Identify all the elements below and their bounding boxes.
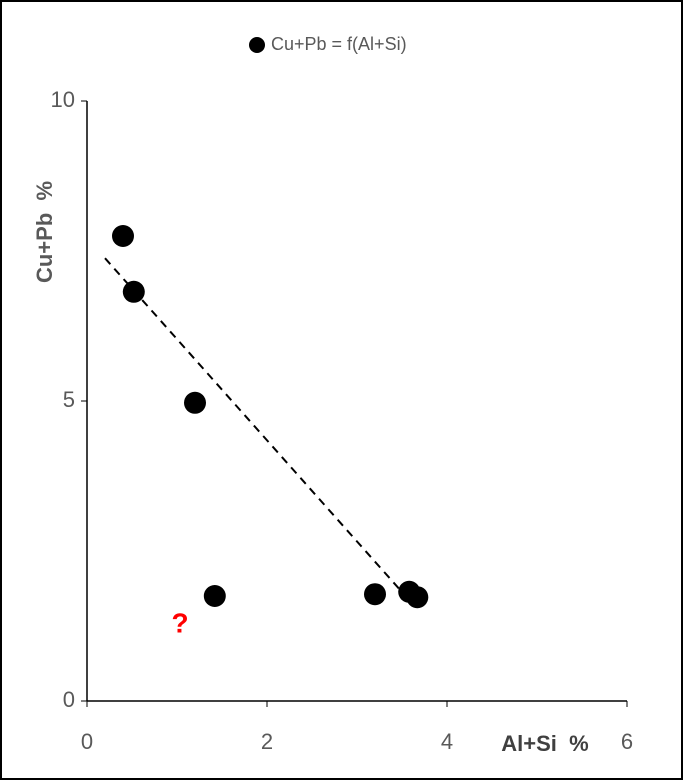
- legend-label: Cu+Pb = f(Al+Si): [271, 34, 407, 54]
- x-tick-label: 4: [441, 729, 453, 754]
- point: [364, 583, 386, 606]
- legend-marker: [249, 37, 265, 53]
- y-tick-label: 5: [63, 387, 75, 412]
- point: [184, 391, 206, 414]
- x-tick-label: 2: [261, 729, 273, 754]
- point: [112, 225, 134, 247]
- y-tick-label: 10: [51, 87, 75, 112]
- point: [122, 280, 145, 303]
- point: [406, 586, 429, 609]
- x-axis-title: Al+Si %: [501, 731, 588, 756]
- y-tick-label: 0: [63, 687, 75, 712]
- x-tick-label: 0: [81, 729, 93, 754]
- trendline: [104, 257, 401, 591]
- annotation: ?: [171, 607, 188, 638]
- y-axis-title: Cu+Pb %: [32, 181, 57, 283]
- point: [203, 585, 226, 607]
- x-tick-label: 6: [621, 729, 633, 754]
